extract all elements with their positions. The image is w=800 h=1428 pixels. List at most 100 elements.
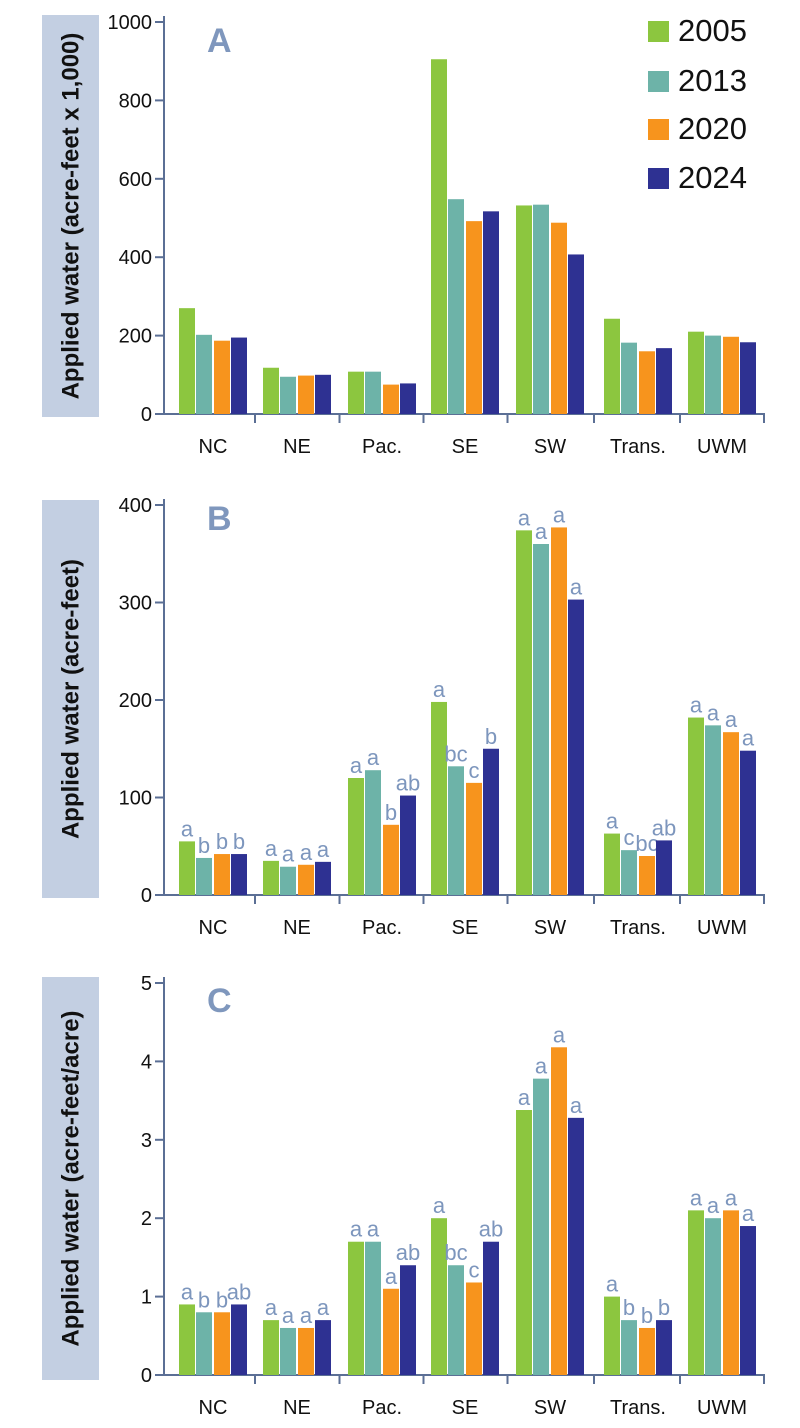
significance-label: ab bbox=[227, 1279, 251, 1304]
y-tick-label: 400 bbox=[119, 495, 152, 517]
significance-label: ab bbox=[396, 1240, 420, 1265]
bar-2013-se bbox=[448, 1265, 464, 1375]
bar-2013-ne bbox=[280, 376, 296, 414]
significance-label: a bbox=[433, 1193, 446, 1218]
significance-label: a bbox=[535, 1054, 548, 1079]
panel-letter: B bbox=[207, 500, 232, 538]
bar-2013-sw bbox=[533, 544, 549, 895]
significance-label: b bbox=[641, 1303, 653, 1328]
bar-2013-uwm bbox=[705, 725, 721, 895]
significance-label: a bbox=[690, 1185, 703, 1210]
significance-label: a bbox=[707, 1193, 720, 1218]
x-tick-label: UWM bbox=[697, 436, 747, 458]
bar-2005-pac bbox=[348, 1241, 364, 1375]
bar-2024-nc bbox=[231, 854, 247, 895]
legend-label-2020: 2020 bbox=[678, 111, 747, 146]
y-axis-label-box bbox=[42, 500, 99, 898]
bar-2013-nc bbox=[196, 334, 212, 414]
bar-2020-trans bbox=[639, 1327, 655, 1375]
chart-panel-c: Applied water (acre-feet/acre) 0 1 2 3 4 5 NC NE… bbox=[42, 973, 765, 1419]
significance-label: b bbox=[658, 1295, 670, 1320]
bar-2024-uwm bbox=[740, 342, 756, 414]
significance-label: b bbox=[233, 829, 245, 854]
significance-label: a bbox=[725, 1185, 738, 1210]
significance-label: a bbox=[553, 502, 566, 527]
x-tick-label: NC bbox=[199, 436, 228, 458]
y-axis-label: Applied water (acre-feet x 1,000) bbox=[58, 33, 85, 400]
significance-label: c bbox=[624, 825, 635, 850]
significance-label: a bbox=[265, 1295, 278, 1320]
bar-2013-se bbox=[448, 766, 464, 895]
significance-label: a bbox=[553, 1022, 566, 1047]
x-tick-label: Trans. bbox=[610, 917, 666, 939]
bar-2024-pac bbox=[400, 383, 416, 414]
bar-2005-pac bbox=[348, 371, 364, 414]
bar-2013-nc bbox=[196, 1312, 212, 1375]
x-tick-label: NC bbox=[199, 917, 228, 939]
bar-2005-uwm bbox=[688, 717, 704, 895]
bar-2020-sw bbox=[551, 222, 567, 414]
legend-swatch-2013 bbox=[648, 71, 669, 92]
bar-2020-pac bbox=[383, 384, 399, 414]
y-tick-label: 1000 bbox=[108, 12, 153, 34]
x-tick-label: SW bbox=[534, 1397, 566, 1419]
significance-label: c bbox=[469, 758, 480, 783]
bar-2024-sw bbox=[568, 599, 584, 895]
significance-label: a bbox=[350, 1217, 363, 1242]
bar-2024-nc bbox=[231, 1304, 247, 1375]
bar-2005-ne bbox=[263, 860, 279, 895]
significance-label: bc bbox=[444, 741, 467, 766]
bar-2020-ne bbox=[298, 1327, 314, 1375]
legend-label-2013: 2013 bbox=[678, 63, 747, 98]
bar-2005-trans bbox=[604, 1296, 620, 1375]
significance-label: ab bbox=[396, 771, 420, 796]
bar-2005-se bbox=[431, 1218, 447, 1375]
significance-label: bc bbox=[444, 1240, 467, 1265]
bar-2024-trans bbox=[656, 840, 672, 895]
y-tick-label: 0 bbox=[141, 885, 152, 907]
y-tick-label: 1 bbox=[141, 1287, 152, 1309]
bar-2013-uwm bbox=[705, 1218, 721, 1375]
y-tick-label: 100 bbox=[119, 788, 152, 810]
bar-2024-uwm bbox=[740, 750, 756, 895]
significance-label: a bbox=[707, 700, 720, 725]
significance-label: a bbox=[317, 1295, 330, 1320]
bar-2013-trans bbox=[621, 850, 637, 895]
bar-2005-uwm bbox=[688, 331, 704, 414]
significance-label: a bbox=[535, 519, 548, 544]
bar-2024-sw bbox=[568, 254, 584, 414]
significance-label: a bbox=[300, 1303, 313, 1328]
y-tick-label: 600 bbox=[119, 169, 152, 191]
x-tick-label: SW bbox=[534, 436, 566, 458]
bar-2020-pac bbox=[383, 824, 399, 895]
bar-2020-se bbox=[466, 782, 482, 895]
bar-2005-sw bbox=[516, 205, 532, 414]
y-tick-label: 0 bbox=[141, 404, 152, 426]
bar-2013-ne bbox=[280, 866, 296, 895]
y-tick-label: 0 bbox=[141, 1365, 152, 1387]
bar-2020-nc bbox=[214, 1312, 230, 1375]
bar-2013-pac bbox=[365, 371, 381, 414]
significance-label: b bbox=[385, 800, 397, 825]
significance-label: a bbox=[367, 1217, 380, 1242]
legend-swatch-2005 bbox=[648, 21, 669, 42]
significance-label: b bbox=[198, 1287, 210, 1312]
y-axis-label-box bbox=[42, 15, 99, 417]
y-axis-label-box bbox=[42, 977, 99, 1380]
x-tick-label: NE bbox=[283, 1397, 311, 1419]
y-tick-label: 300 bbox=[119, 593, 152, 615]
significance-label: a bbox=[433, 677, 446, 702]
significance-label: b bbox=[216, 1287, 228, 1312]
significance-label: ab bbox=[479, 1217, 503, 1242]
significance-label: a bbox=[690, 693, 703, 718]
y-tick-label: 200 bbox=[119, 690, 152, 712]
bar-2024-ne bbox=[315, 374, 331, 414]
bar-2020-trans bbox=[639, 856, 655, 895]
bar-2024-se bbox=[483, 1241, 499, 1375]
bar-2020-nc bbox=[214, 854, 230, 895]
bar-2020-pac bbox=[383, 1288, 399, 1375]
bar-2013-pac bbox=[365, 770, 381, 895]
bar-2013-nc bbox=[196, 857, 212, 895]
significance-label: a bbox=[282, 1303, 295, 1328]
significance-label: a bbox=[725, 707, 738, 732]
